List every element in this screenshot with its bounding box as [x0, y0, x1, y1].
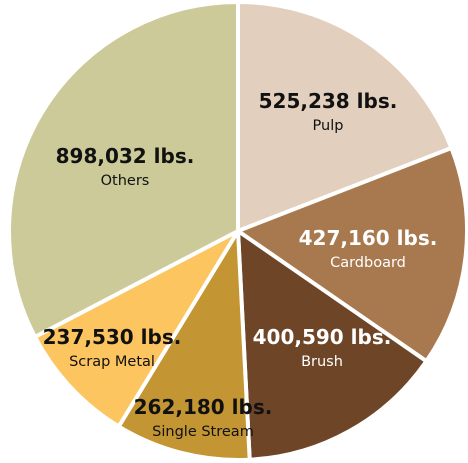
slice-category-label: Scrap Metal	[69, 354, 155, 370]
slice-label-scrap-metal: 237,530 lbs. Scrap Metal	[43, 325, 182, 370]
slice-category-label: Pulp	[313, 118, 344, 134]
slices-layer	[7, 0, 468, 462]
pie-slice-others	[7, 0, 240, 339]
slice-category-label: Single Stream	[152, 424, 254, 440]
slice-label-single-stream: 262,180 lbs. Single Stream	[134, 395, 273, 440]
slice-label-cardboard: 427,160 lbs. Cardboard	[299, 226, 438, 271]
pie-slice-single-stream	[116, 229, 252, 462]
slice-value-label: 525,238 lbs.	[259, 89, 398, 113]
pie-slice-pulp	[236, 0, 454, 233]
slice-label-pulp: 525,238 lbs. Pulp	[259, 89, 398, 134]
slice-value-label: 400,590 lbs.	[253, 325, 392, 349]
pie-slice-brush	[236, 229, 429, 462]
slice-category-label: Others	[101, 173, 150, 189]
slice-value-label: 898,032 lbs.	[56, 144, 195, 168]
labels-layer: 525,238 lbs. Pulp 427,160 lbs. Cardboard 400…	[43, 89, 438, 440]
slice-category-label: Cardboard	[330, 255, 406, 271]
slice-category-label: Brush	[301, 354, 343, 370]
slice-value-label: 237,530 lbs.	[43, 325, 182, 349]
slice-label-others: 898,032 lbs. Others	[56, 144, 195, 189]
pie-slice-cardboard	[236, 145, 468, 364]
slice-label-brush: 400,590 lbs. Brush	[253, 325, 392, 370]
slice-value-label: 427,160 lbs.	[299, 226, 438, 250]
pie-slice-scrap-metal	[32, 229, 240, 429]
slice-value-label: 262,180 lbs.	[134, 395, 273, 419]
